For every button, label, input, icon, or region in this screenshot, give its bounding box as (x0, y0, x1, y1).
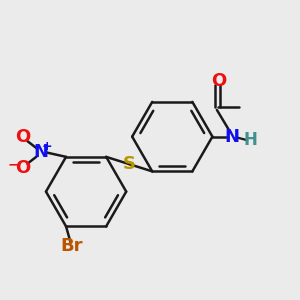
Text: H: H (243, 131, 257, 149)
Text: +: + (42, 140, 52, 153)
Text: O: O (15, 128, 31, 146)
Text: N: N (33, 143, 48, 161)
Text: Br: Br (61, 237, 83, 255)
Text: O: O (211, 72, 226, 90)
Text: −: − (7, 157, 19, 171)
Text: O: O (15, 159, 31, 177)
Text: S: S (123, 155, 136, 173)
Text: N: N (224, 128, 239, 146)
